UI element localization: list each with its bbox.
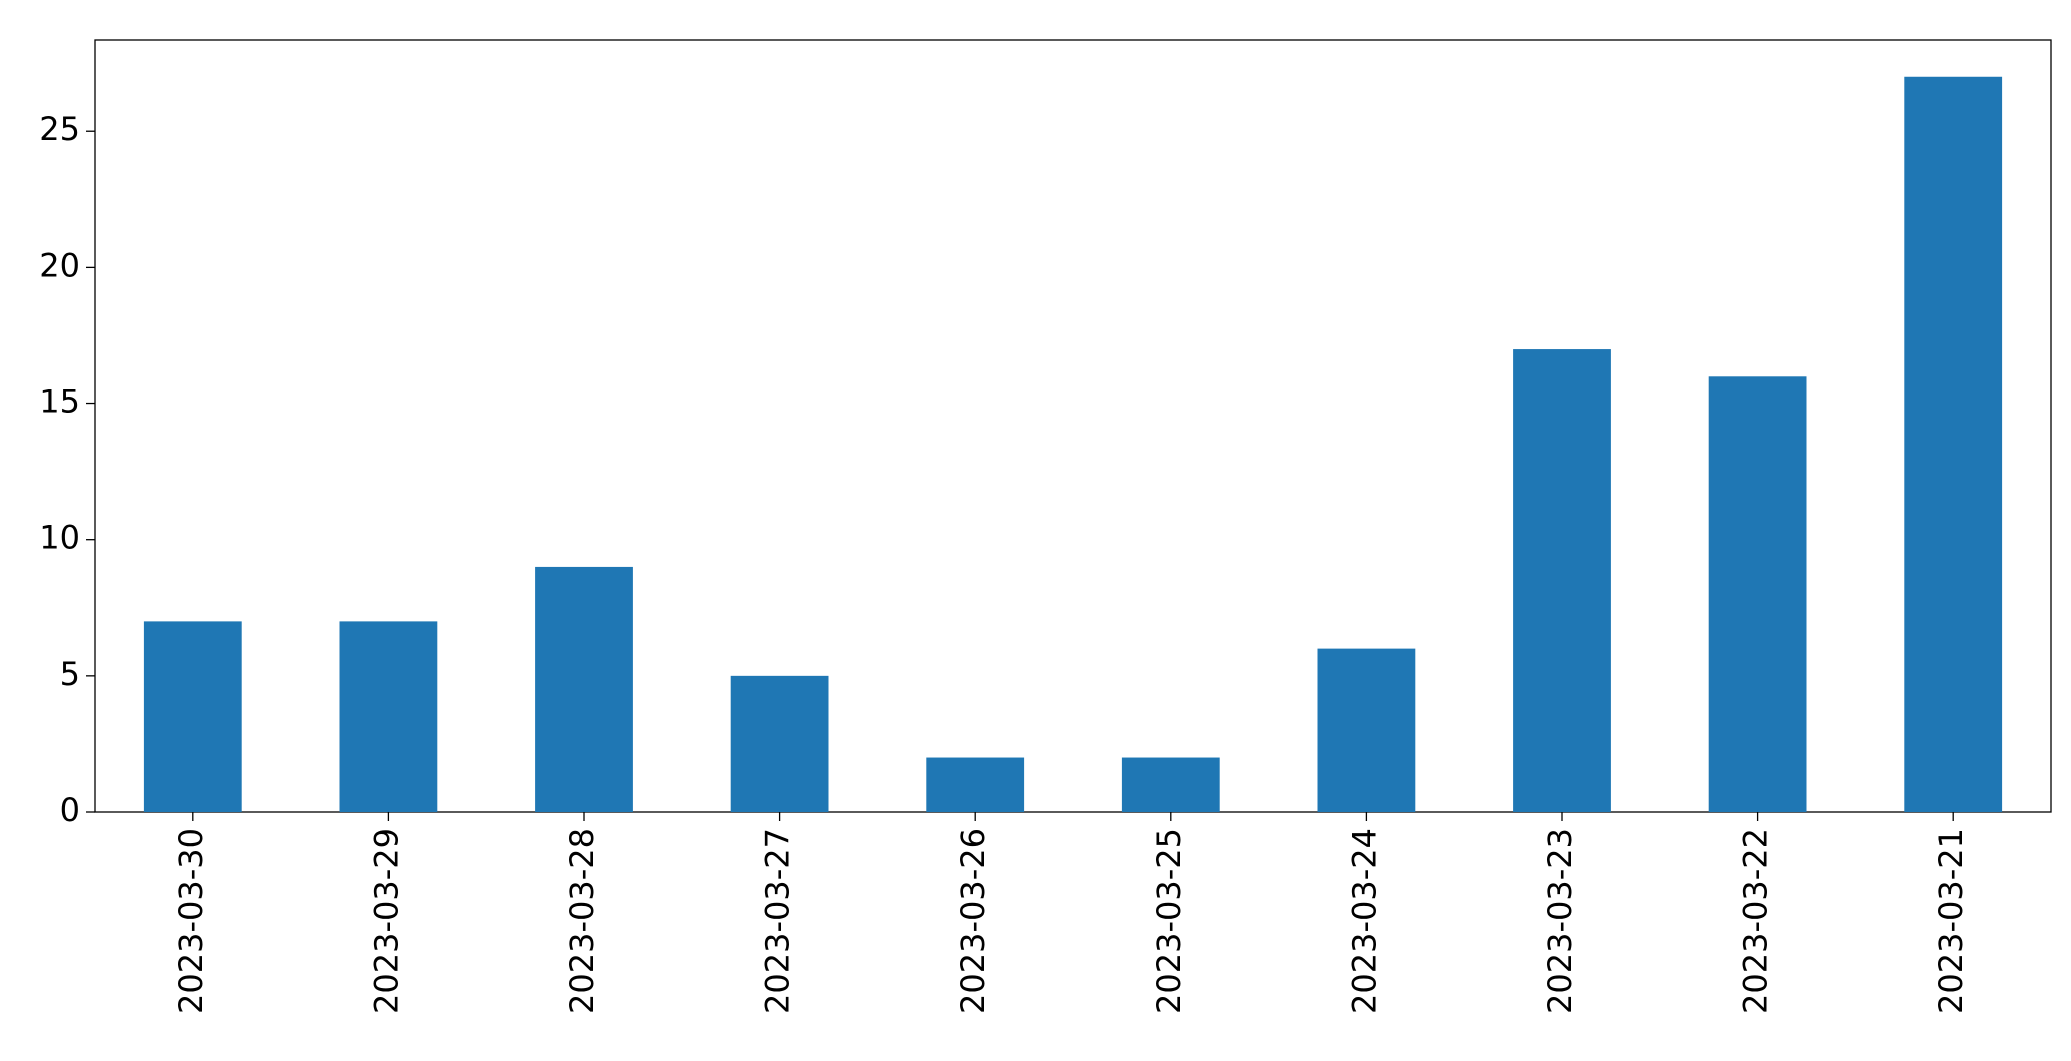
x-tick-label: 2023-03-30 (172, 828, 210, 1014)
y-tick-label: 5 (60, 655, 80, 693)
x-tick-label: 2023-03-28 (563, 828, 601, 1014)
y-tick-label: 10 (39, 519, 80, 557)
x-tick-label: 2023-03-26 (954, 828, 992, 1014)
y-tick-label: 20 (39, 246, 80, 284)
bar (1317, 648, 1416, 812)
bar (926, 757, 1025, 812)
x-tick-label: 2023-03-24 (1345, 828, 1383, 1014)
bar (143, 621, 242, 812)
x-tick-label: 2023-03-21 (1932, 828, 1970, 1014)
bar (1513, 349, 1611, 812)
bar (535, 566, 633, 812)
x-tick-label: 2023-03-29 (367, 828, 405, 1014)
y-tick-label: 25 (39, 110, 80, 148)
bar (730, 675, 829, 812)
bar (1904, 76, 2003, 812)
x-tick-label: 2023-03-23 (1541, 828, 1579, 1014)
y-tick-label: 15 (39, 383, 80, 421)
x-tick-label: 2023-03-25 (1150, 828, 1188, 1014)
bar (339, 621, 438, 812)
y-tick-label: 0 (60, 791, 80, 829)
x-tick-label: 2023-03-22 (1737, 828, 1775, 1014)
bar (1708, 376, 1807, 812)
plot-frame (94, 39, 2052, 813)
bar (1121, 757, 1220, 812)
x-tick-label: 2023-03-27 (759, 828, 797, 1014)
